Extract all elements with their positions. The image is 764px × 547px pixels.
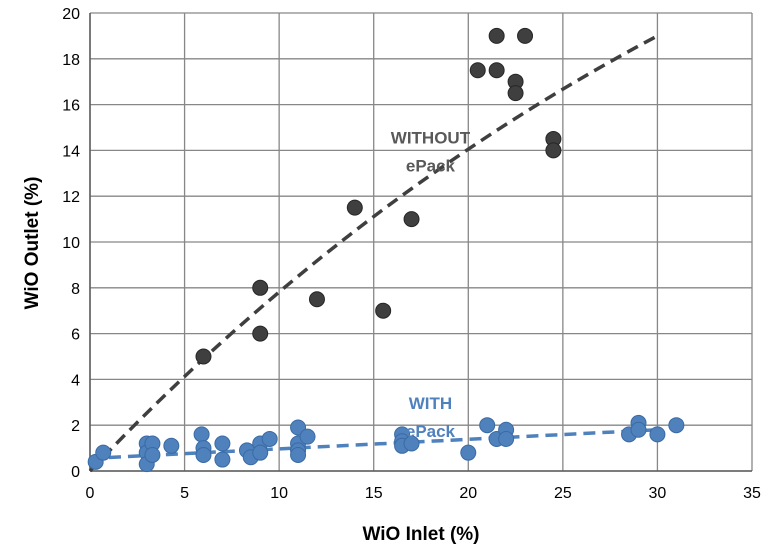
data-point-series-2 bbox=[403, 435, 420, 452]
x-axis-title: WiO Inlet (%) bbox=[363, 524, 480, 545]
y-tick-label: 16 bbox=[62, 98, 80, 115]
data-point-series-1 bbox=[517, 27, 534, 44]
data-point-series-2 bbox=[214, 451, 231, 468]
x-tick-label: 5 bbox=[180, 485, 189, 502]
x-tick-label: 10 bbox=[270, 485, 288, 502]
data-point-series-1 bbox=[346, 199, 363, 216]
axes bbox=[89, 13, 752, 472]
data-point-series-2 bbox=[498, 430, 515, 447]
y-tick-label: 8 bbox=[71, 281, 80, 298]
y-axis-title: WiO Outlet (%) bbox=[22, 177, 43, 310]
y-tick-label: 0 bbox=[71, 464, 80, 481]
data-point-series-1 bbox=[252, 279, 269, 296]
x-tick-label: 25 bbox=[554, 485, 572, 502]
x-tick-label: 15 bbox=[365, 485, 383, 502]
data-point-series-2 bbox=[479, 417, 496, 434]
y-tick-label: 14 bbox=[62, 143, 80, 160]
data-point-series-1 bbox=[545, 142, 562, 159]
y-tick-label: 2 bbox=[71, 418, 80, 435]
y-tick-label: 4 bbox=[71, 372, 80, 389]
data-point-series-2 bbox=[261, 430, 278, 447]
data-point-series-2 bbox=[214, 435, 231, 452]
data-point-series-2 bbox=[299, 428, 316, 445]
data-point-series-2 bbox=[460, 444, 477, 461]
trendlines bbox=[88, 34, 659, 473]
data-point-series-1 bbox=[469, 62, 486, 79]
annotation-2-line-1: WITH bbox=[409, 394, 452, 413]
data-point-series-2 bbox=[193, 426, 210, 443]
data-point-series-2 bbox=[630, 421, 647, 438]
data-point-series-2 bbox=[252, 444, 269, 461]
data-point-series-1 bbox=[403, 211, 420, 228]
annotation-2-line-2: ePack bbox=[406, 422, 456, 441]
data-point-series-1 bbox=[375, 302, 392, 319]
data-points bbox=[87, 27, 685, 473]
data-point-series-1 bbox=[308, 291, 325, 308]
data-point-series-2 bbox=[144, 446, 161, 463]
data-point-series-1 bbox=[507, 85, 524, 102]
data-point-series-1 bbox=[488, 62, 505, 79]
x-tick-label: 0 bbox=[86, 485, 95, 502]
data-point-series-2 bbox=[95, 444, 112, 461]
y-tick-label: 10 bbox=[62, 235, 80, 252]
data-point-series-2 bbox=[195, 446, 212, 463]
data-point-series-1 bbox=[252, 325, 269, 342]
data-point-series-2 bbox=[290, 446, 307, 463]
data-point-series-1 bbox=[195, 348, 212, 365]
y-tick-label: 6 bbox=[71, 327, 80, 344]
x-tick-label: 30 bbox=[649, 485, 667, 502]
y-tick-label: 18 bbox=[62, 52, 80, 69]
annotation-1-line-1: WITHOUT bbox=[391, 129, 471, 148]
annotation-1-line-2: ePack bbox=[406, 157, 456, 176]
y-tick-label: 20 bbox=[62, 6, 80, 23]
y-tick-label: 12 bbox=[62, 189, 80, 206]
trendline-1 bbox=[88, 34, 659, 473]
data-point-series-2 bbox=[649, 426, 666, 443]
data-point-series-2 bbox=[668, 417, 685, 434]
tick-labels: 0 5 10 15 20 25 30 35 0 2 4 6 8 10 12 14 16 18 20 bbox=[62, 6, 761, 502]
annotations: WITHOUT ePack WITH ePack bbox=[391, 129, 471, 442]
x-tick-label: 20 bbox=[459, 485, 477, 502]
x-tick-label: 35 bbox=[743, 485, 761, 502]
data-point-series-2 bbox=[163, 437, 180, 454]
data-point-series-1 bbox=[488, 27, 505, 44]
